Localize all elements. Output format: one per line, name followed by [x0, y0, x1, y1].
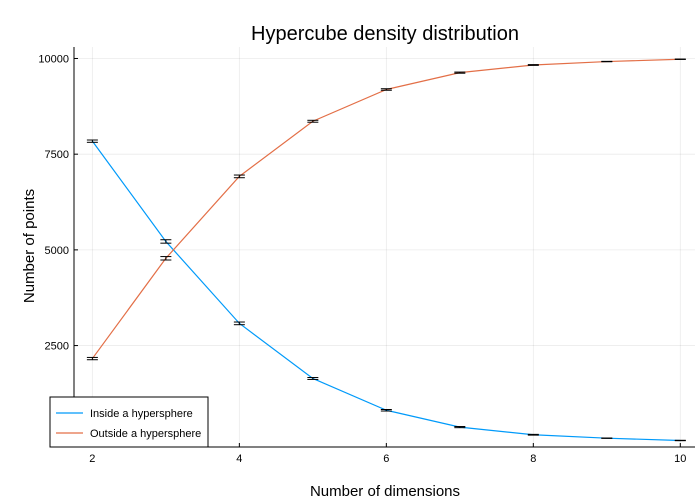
y-tick-label: 7500 [45, 149, 69, 161]
y-tick-label: 10000 [38, 53, 69, 65]
error-bar [454, 71, 466, 74]
error-bar [380, 88, 392, 91]
x-tick-label: 8 [530, 453, 536, 465]
error-bar [160, 256, 172, 261]
legend-label-1: Inside a hypersphere [90, 408, 193, 420]
x-tick-label: 4 [236, 453, 242, 465]
error-bar [233, 321, 245, 326]
x-tick-label: 6 [383, 453, 389, 465]
legend-label-2: Outside a hypersphere [90, 428, 201, 440]
x-axis-label: Number of dimensions [310, 483, 460, 500]
tick-labels: 2 4 6 8 10 2500 5000 7500 10000 [38, 53, 686, 465]
error-bar [233, 174, 245, 179]
error-bar [527, 433, 539, 436]
x-tick-label: 2 [89, 453, 95, 465]
y-tick-label: 5000 [45, 245, 69, 257]
error-bar [160, 239, 172, 244]
legend-box [49, 396, 209, 448]
legend: Inside a hypersphere Outside a hyperspher… [49, 396, 209, 448]
error-bar [307, 377, 319, 380]
error-bar [86, 139, 98, 143]
x-tick-label: 10 [674, 453, 686, 465]
chart-title: Hypercube density distribution [251, 23, 519, 45]
y-axis-label: Number of points [21, 189, 38, 303]
error-bars [86, 58, 686, 442]
axes [73, 47, 695, 448]
grid-lines [74, 47, 695, 447]
error-bar [86, 356, 98, 361]
error-bar [307, 119, 319, 123]
error-bar [454, 426, 466, 429]
y-tick-label: 2500 [45, 341, 69, 353]
error-bar [527, 64, 539, 66]
error-bar [380, 408, 392, 412]
